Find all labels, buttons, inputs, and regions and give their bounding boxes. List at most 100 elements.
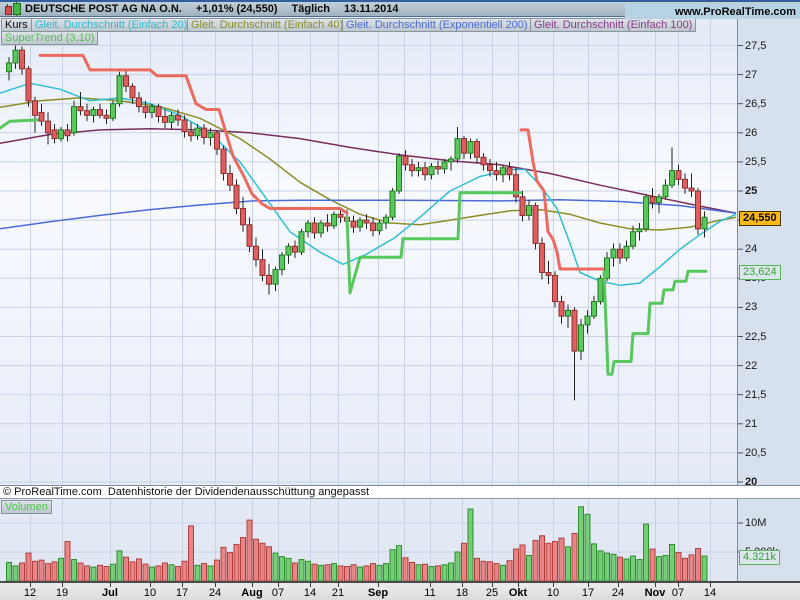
candle-body	[38, 111, 45, 122]
candle-body	[448, 158, 454, 163]
volume-bar	[480, 560, 487, 582]
price-tick-label: 21	[745, 417, 758, 430]
supertrend-line-up	[345, 191, 523, 295]
candle-body	[682, 178, 688, 189]
volume-bar	[610, 553, 617, 582]
volume-bar	[487, 561, 493, 582]
candle-body	[493, 170, 500, 176]
volume-bar	[318, 564, 324, 582]
legend-supertrend[interactable]: SuperTrend (3,10)	[1, 31, 99, 45]
candle-body	[12, 49, 19, 64]
volume-bar	[682, 557, 688, 582]
date-tick	[182, 583, 183, 587]
title-bar: DEUTSCHE POST AG NA O.N. +1,01% (24,550)…	[0, 0, 800, 19]
series-line-ma100	[0, 127, 737, 214]
volume-bar	[337, 565, 344, 582]
volume-bar	[656, 556, 662, 582]
volume-bar	[168, 564, 175, 582]
volume-bar	[71, 559, 77, 582]
volume-bar	[155, 565, 162, 582]
volume-bar	[12, 565, 19, 582]
volume-bar	[474, 557, 480, 582]
timeframe-label: Täglich	[291, 3, 331, 15]
date-tick	[150, 583, 151, 587]
volume-bar	[662, 554, 669, 582]
volume-bar	[389, 549, 396, 582]
volume-bar	[324, 564, 331, 582]
copyright-strip: © ProRealTime.com Datenhistorie der Divi…	[0, 486, 800, 499]
legend-volumen[interactable]: Volumen	[1, 500, 52, 514]
volume-bar	[402, 557, 409, 582]
volume-bar	[461, 542, 467, 582]
candle-body	[64, 129, 71, 137]
volume-bar	[344, 566, 350, 582]
candle-body	[116, 75, 123, 105]
legend-kurs[interactable]: Kurs	[1, 18, 32, 32]
price-tick-label: 20,5	[745, 446, 767, 459]
volume-bar	[526, 554, 532, 582]
date-tick-label: 24	[208, 587, 222, 599]
volume-bar	[149, 566, 155, 582]
volume-bar	[688, 554, 695, 582]
volume-bar	[19, 562, 25, 582]
volume-bar	[6, 561, 12, 582]
volume-bar	[701, 555, 708, 582]
legend-ma20[interactable]: Gleit. Durchschnitt (Einfach 20)	[31, 18, 192, 32]
legend-ma40[interactable]: Gleit. Durchschnitt (Einfach 40)	[187, 18, 348, 32]
candle-body	[129, 85, 136, 99]
date-tick	[655, 583, 656, 587]
date-axis[interactable]: 12 19 Jul 10 17 24 Aug 07 14 21 Sep 11 18 25 Okt 10 17 24…	[0, 582, 800, 600]
date-tick	[62, 583, 63, 587]
date-tick	[430, 583, 431, 587]
volume-bar	[292, 562, 298, 582]
candle-body	[233, 184, 240, 209]
candle-body	[201, 127, 207, 138]
candle-body	[623, 245, 630, 259]
volume-bar	[519, 544, 526, 582]
candle-body	[292, 245, 298, 253]
candle-body	[545, 271, 552, 276]
volume-bar	[552, 541, 558, 582]
volume-bar	[188, 525, 194, 582]
legend-ma100[interactable]: Gleit. Durchschnitt (Einfach 100)	[530, 18, 697, 32]
candle-body	[597, 277, 604, 303]
volume-bar	[220, 546, 227, 582]
candle-body	[396, 155, 402, 192]
candle-body	[636, 228, 643, 233]
candle-body	[383, 216, 389, 224]
volume-bar	[558, 537, 565, 582]
legend-ema200[interactable]: Gleit. Durchschnitt (Exponentiell 200)	[342, 18, 532, 32]
date-tick	[492, 583, 493, 587]
candle-body	[571, 309, 578, 352]
candle-body	[506, 167, 513, 176]
candle-body	[110, 103, 116, 119]
candle-body	[662, 184, 669, 198]
candle-body	[591, 301, 597, 317]
date-tick	[618, 583, 619, 587]
volume-bar	[246, 519, 253, 582]
date-tick-label: Okt	[508, 587, 528, 599]
supertrend-value-badge: 23,624	[739, 265, 781, 280]
date-tick-label: 10	[143, 587, 157, 599]
volume-bar	[643, 523, 649, 582]
supertrend-line-down	[519, 128, 605, 271]
candle-body	[279, 254, 285, 271]
candle-body	[389, 190, 396, 218]
volume-bar	[565, 546, 571, 582]
instrument-name: DEUTSCHE POST AG NA O.N.	[25, 3, 182, 15]
candle-body	[526, 205, 532, 216]
date-tick	[710, 583, 711, 587]
volume-bar	[97, 564, 103, 582]
candle-body	[435, 166, 441, 170]
candle-body	[552, 274, 558, 303]
volume-tick-label: 10M	[745, 517, 767, 529]
candle-body	[643, 196, 649, 230]
candle-body	[415, 167, 422, 172]
session-date: 13.11.2014	[344, 3, 399, 15]
volume-bar	[617, 556, 623, 582]
price-tick-label: 22,5	[745, 330, 767, 343]
candle-body	[649, 196, 656, 204]
volume-bar	[428, 566, 435, 582]
